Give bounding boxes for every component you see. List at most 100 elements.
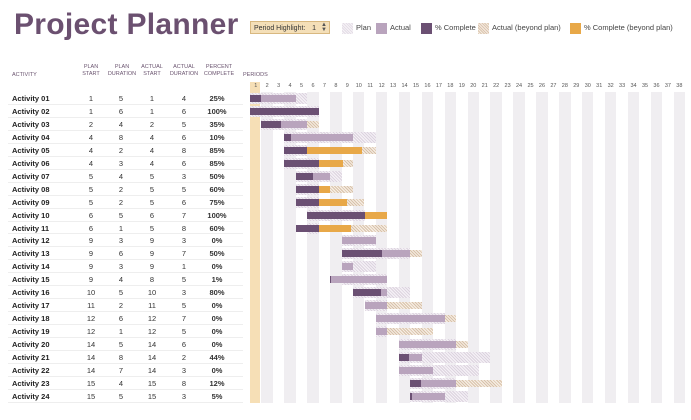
- row-divider: [8, 350, 243, 351]
- complete-bar: [341, 250, 382, 258]
- actual-beyond-bar: [456, 379, 502, 387]
- plan-start-value: 14: [86, 353, 96, 362]
- period-number: 13: [390, 83, 397, 89]
- activity-name: Activity 18: [12, 314, 50, 324]
- legend-label: Plan: [356, 23, 372, 32]
- actual-bar: [341, 263, 354, 271]
- actual-beyond-bar: [456, 341, 468, 349]
- plan-duration-value: 8: [118, 132, 124, 142]
- row-divider: [8, 337, 243, 339]
- complete-beyond-bar: [318, 159, 343, 167]
- period-number: 18: [447, 83, 454, 89]
- actual-beyond-bar: [318, 224, 388, 232]
- actual-start-value: 14: [147, 365, 157, 375]
- actual-duration-value: 6: [181, 158, 187, 168]
- percent-complete-value: 80%: [209, 288, 225, 298]
- period-number: 20: [470, 83, 477, 89]
- actual-start-value: 14: [147, 353, 157, 362]
- plan-duration-value: 2: [118, 145, 124, 155]
- percent-complete-value: 25%: [209, 94, 225, 103]
- plan-start-value: 5: [88, 184, 94, 194]
- activity-name: Activity 17: [12, 301, 50, 311]
- period-number: 2: [265, 83, 269, 89]
- activity-name: Activity 02: [12, 106, 50, 116]
- complete-bar: [284, 146, 308, 154]
- activity-name: Activity 14: [12, 262, 50, 272]
- row-divider: [8, 298, 243, 300]
- actual-start-value: 15: [147, 378, 157, 388]
- plan-duration-value: 8: [118, 353, 124, 362]
- row-divider: [8, 401, 243, 403]
- period-column-band: [330, 92, 342, 403]
- percent-complete-value: 0%: [211, 301, 223, 311]
- header-plan-start: PLAN START: [82, 64, 100, 77]
- actual-duration-value: 2: [181, 353, 187, 362]
- row-divider: [8, 233, 243, 235]
- period-number: 7: [322, 83, 326, 89]
- period-number: 1: [254, 83, 258, 89]
- actual-duration-value: 3: [181, 391, 187, 401]
- actual-bar: [295, 172, 331, 180]
- row-divider: [8, 207, 243, 209]
- activity-name: Activity 20: [12, 340, 50, 350]
- actual-start-value: 5: [149, 223, 155, 233]
- plan-duration-value: 6: [118, 314, 124, 324]
- actual-beyond-bar: [444, 315, 457, 323]
- actual-start-value: 5: [149, 171, 155, 181]
- plan-start-value: 1: [88, 106, 94, 116]
- percent-complete-value: 12%: [209, 378, 225, 388]
- plan-duration-value: 5: [118, 340, 124, 350]
- plan-start-value: 11: [87, 301, 95, 311]
- plan-duration-value: 6: [118, 249, 124, 259]
- actual-start-value: 11: [148, 301, 156, 311]
- row-divider: [8, 155, 243, 157]
- spinner-arrows-icon[interactable]: ▲ ▼: [321, 22, 327, 33]
- actual-duration-value: 8: [181, 223, 187, 233]
- percent-complete-value: 75%: [209, 197, 225, 207]
- period-highlight-label: Period Highlight:: [254, 25, 306, 32]
- actual-start-value: 6: [149, 210, 155, 220]
- actual-start-value: 2: [149, 119, 155, 129]
- period-number: 8: [334, 83, 338, 89]
- percent-complete-value: 100%: [207, 210, 227, 220]
- actual-bar: [398, 354, 422, 361]
- actual-beyond-bar: [387, 302, 422, 310]
- plan-duration-value: 2: [118, 301, 124, 311]
- actual-start-value: 5: [149, 197, 155, 207]
- plan-duration-value: 3: [118, 262, 124, 272]
- actual-duration-value: 4: [181, 94, 187, 103]
- plan-duration-value: 5: [118, 94, 124, 103]
- period-highlight-value[interactable]: 1: [312, 25, 316, 32]
- period-highlight-spinner[interactable]: Period Highlight: 1 ▲ ▼: [250, 21, 330, 34]
- complete-beyond-bar: [364, 211, 388, 219]
- plan-start-value: 14: [86, 340, 96, 350]
- actual-start-value: 4: [149, 158, 155, 168]
- activity-name: Activity 10: [12, 210, 50, 220]
- actual-duration-value: 3: [181, 365, 187, 375]
- complete-bar: [250, 95, 262, 102]
- plan-start-value: 15: [86, 378, 96, 388]
- plan-duration-value: 5: [118, 288, 124, 298]
- actual-bar: [375, 315, 445, 323]
- plan-start-value: 10: [86, 288, 96, 298]
- actual-duration-value: 6: [181, 197, 187, 207]
- header-plan-duration: PLAN DURATION: [107, 64, 137, 77]
- period-number: 22: [493, 83, 500, 89]
- period-column-band: [559, 92, 571, 403]
- plan-duration-value: 1: [118, 223, 124, 233]
- header-activity: ACTIVITY: [12, 72, 37, 78]
- period-number: 32: [607, 83, 614, 89]
- percent-complete-value: 50%: [209, 171, 225, 181]
- period-number: 26: [538, 83, 546, 89]
- period-number: 3: [277, 83, 281, 89]
- percent-complete-value: 0%: [211, 236, 223, 246]
- actual-start-value: 4: [149, 132, 155, 142]
- period-number: 19: [458, 83, 465, 89]
- period-column-band: [490, 92, 502, 403]
- plan-start-value: 9: [88, 262, 94, 272]
- period-number: 23: [504, 83, 511, 89]
- plan-duration-value: 4: [118, 119, 124, 129]
- actual-bar: [330, 276, 388, 284]
- actual-beyond-bar: [307, 120, 319, 128]
- actual-bar: [284, 133, 354, 141]
